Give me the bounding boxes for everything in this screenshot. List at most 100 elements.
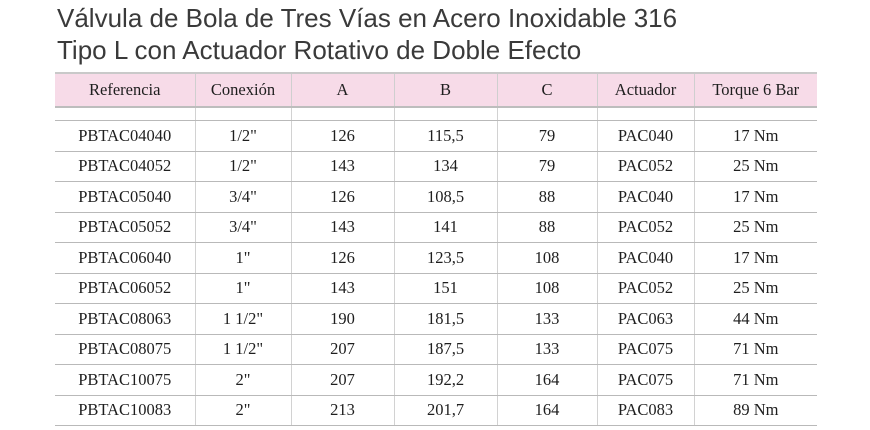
- actuador-cell: PAC040: [596, 120, 695, 152]
- referencia-cell: PBTAC10075: [55, 364, 196, 396]
- table-row: PBTAC04040 1/2" 126 115,5 79 PAC040 17 Nm: [55, 120, 817, 152]
- actuador-cell: PAC083: [596, 395, 695, 426]
- b-cell: 123,5: [393, 242, 498, 274]
- spacer-cell: [194, 107, 292, 121]
- table-row: PBTAC04052 1/2" 143 134 79 PAC052 25 Nm: [55, 151, 817, 182]
- c-cell: 164: [496, 364, 598, 396]
- b-cell: 187,5: [393, 334, 498, 365]
- referencia-cell: PBTAC05052: [55, 212, 196, 243]
- referencia-cell: PBTAC10083: [55, 395, 196, 426]
- b-cell: 115,5: [393, 120, 498, 152]
- torque-cell: 71 Nm: [693, 364, 817, 396]
- a-cell: 190: [290, 303, 395, 335]
- spacer-cell: [596, 107, 695, 121]
- spacer-cell: [693, 107, 817, 121]
- title-line-2: Tipo L con Actuador Rotativo de Doble Ef…: [57, 35, 582, 65]
- conexion-cell: 1": [194, 273, 292, 304]
- spacer-cell: [290, 107, 395, 121]
- page-title: Válvula de Bola de Tres Vías en Acero In…: [57, 2, 677, 66]
- torque-cell: 17 Nm: [693, 120, 817, 152]
- actuador-cell: PAC075: [596, 334, 695, 365]
- torque-cell: 25 Nm: [693, 273, 817, 304]
- b-cell: 181,5: [393, 303, 498, 335]
- actuador-cell: PAC063: [596, 303, 695, 335]
- conexion-cell: 3/4": [194, 212, 292, 243]
- referencia-cell: PBTAC08075: [55, 334, 196, 365]
- spacer-cell: [55, 107, 196, 121]
- torque-cell: 17 Nm: [693, 181, 817, 213]
- a-cell: 126: [290, 242, 395, 274]
- referencia-cell: PBTAC05040: [55, 181, 196, 213]
- column-header-torque: Torque 6 Bar: [693, 72, 817, 108]
- actuador-cell: PAC040: [596, 242, 695, 274]
- referencia-cell: PBTAC06052: [55, 273, 196, 304]
- actuador-cell: PAC040: [596, 181, 695, 213]
- a-cell: 126: [290, 120, 395, 152]
- a-cell: 143: [290, 212, 395, 243]
- conexion-cell: 2": [194, 395, 292, 426]
- table-row: PBTAC08075 1 1/2" 207 187,5 133 PAC075 71 Nm: [55, 334, 817, 365]
- referencia-cell: PBTAC06040: [55, 242, 196, 274]
- spacer-cell: [393, 107, 498, 121]
- c-cell: 108: [496, 242, 598, 274]
- actuador-cell: PAC052: [596, 151, 695, 182]
- table-spacer-row: [55, 107, 817, 121]
- a-cell: 126: [290, 181, 395, 213]
- column-header-conexion: Conexión: [194, 72, 292, 108]
- conexion-cell: 1/2": [194, 120, 292, 152]
- conexion-cell: 1": [194, 242, 292, 274]
- conexion-cell: 1 1/2": [194, 303, 292, 335]
- a-cell: 213: [290, 395, 395, 426]
- b-cell: 151: [393, 273, 498, 304]
- column-header-b: B: [393, 72, 498, 108]
- table-row: PBTAC10083 2" 213 201,7 164 PAC083 89 Nm: [55, 395, 817, 426]
- b-cell: 141: [393, 212, 498, 243]
- c-cell: 133: [496, 303, 598, 335]
- a-cell: 143: [290, 273, 395, 304]
- referencia-cell: PBTAC04040: [55, 120, 196, 152]
- torque-cell: 71 Nm: [693, 334, 817, 365]
- c-cell: 79: [496, 120, 598, 152]
- conexion-cell: 1 1/2": [194, 334, 292, 365]
- a-cell: 207: [290, 364, 395, 396]
- actuador-cell: PAC052: [596, 273, 695, 304]
- title-line-1: Válvula de Bola de Tres Vías en Acero In…: [57, 3, 678, 33]
- table-row: PBTAC06040 1" 126 123,5 108 PAC040 17 Nm: [55, 242, 817, 274]
- column-header-referencia: Referencia: [55, 72, 196, 108]
- column-header-actuador: Actuador: [596, 72, 695, 108]
- table-row: PBTAC05040 3/4" 126 108,5 88 PAC040 17 Nm: [55, 181, 817, 213]
- conexion-cell: 3/4": [194, 181, 292, 213]
- spacer-cell: [496, 107, 598, 121]
- referencia-cell: PBTAC04052: [55, 151, 196, 182]
- specifications-table: Referencia Conexión A B C Actuador Torqu…: [55, 72, 817, 426]
- table-row: PBTAC06052 1" 143 151 108 PAC052 25 Nm: [55, 273, 817, 304]
- column-header-c: C: [496, 72, 598, 108]
- b-cell: 108,5: [393, 181, 498, 213]
- c-cell: 88: [496, 212, 598, 243]
- torque-cell: 17 Nm: [693, 242, 817, 274]
- actuador-cell: PAC052: [596, 212, 695, 243]
- conexion-cell: 1/2": [194, 151, 292, 182]
- c-cell: 88: [496, 181, 598, 213]
- a-cell: 207: [290, 334, 395, 365]
- table-header-row: Referencia Conexión A B C Actuador Torqu…: [55, 72, 817, 108]
- c-cell: 133: [496, 334, 598, 365]
- a-cell: 143: [290, 151, 395, 182]
- b-cell: 192,2: [393, 364, 498, 396]
- c-cell: 79: [496, 151, 598, 182]
- table-row: PBTAC08063 1 1/2" 190 181,5 133 PAC063 44 Nm: [55, 303, 817, 335]
- b-cell: 201,7: [393, 395, 498, 426]
- conexion-cell: 2": [194, 364, 292, 396]
- torque-cell: 44 Nm: [693, 303, 817, 335]
- column-header-a: A: [290, 72, 395, 108]
- table-row: PBTAC10075 2" 207 192,2 164 PAC075 71 Nm: [55, 364, 817, 396]
- table-row: PBTAC05052 3/4" 143 141 88 PAC052 25 Nm: [55, 212, 817, 243]
- actuador-cell: PAC075: [596, 364, 695, 396]
- c-cell: 164: [496, 395, 598, 426]
- c-cell: 108: [496, 273, 598, 304]
- b-cell: 134: [393, 151, 498, 182]
- torque-cell: 89 Nm: [693, 395, 817, 426]
- torque-cell: 25 Nm: [693, 151, 817, 182]
- torque-cell: 25 Nm: [693, 212, 817, 243]
- referencia-cell: PBTAC08063: [55, 303, 196, 335]
